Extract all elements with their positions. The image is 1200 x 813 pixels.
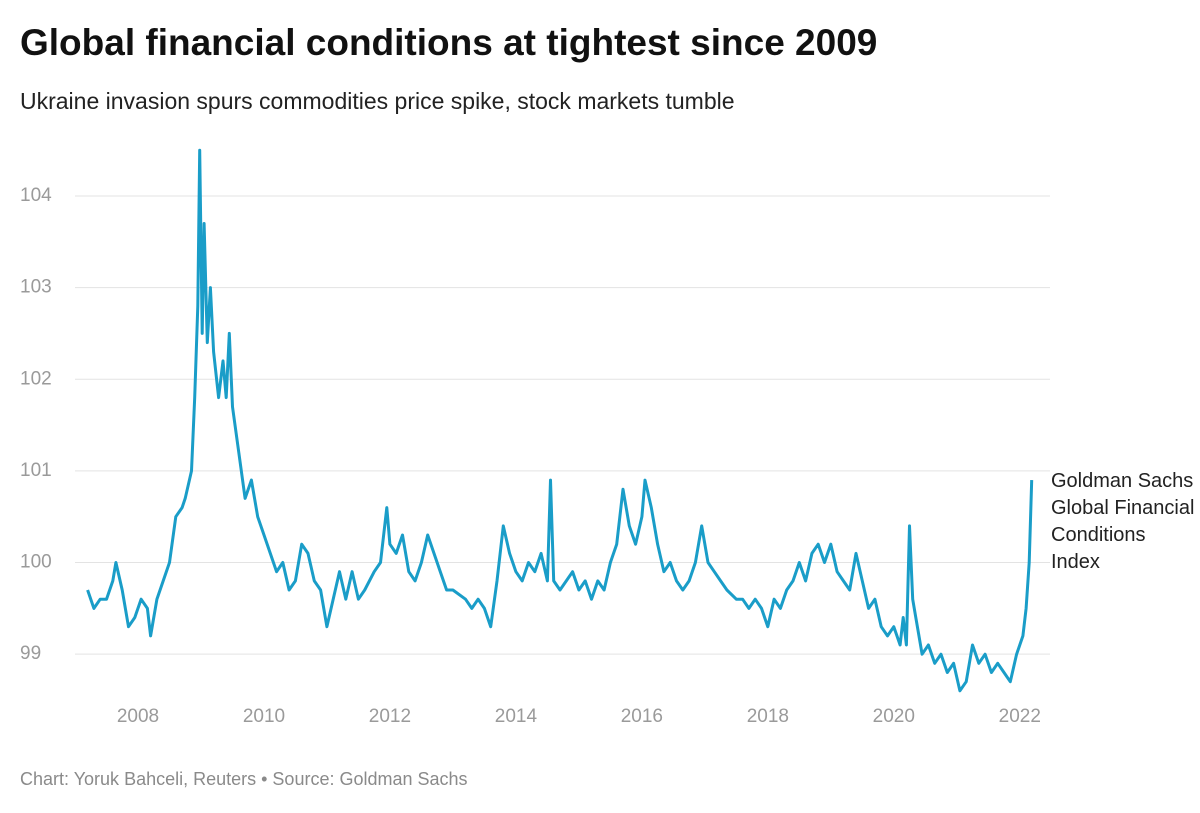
x-tick-label: 2014 — [495, 706, 538, 727]
x-tick-label: 2022 — [999, 706, 1041, 727]
data-line — [86, 148, 1034, 693]
y-tick-label: 104 — [20, 185, 52, 206]
chart-title: Global financial conditions at tightest … — [20, 22, 877, 63]
x-tick-label: 2008 — [117, 706, 159, 727]
x-tick-label: 2010 — [243, 706, 285, 727]
x-tick-label: 2020 — [873, 706, 915, 727]
y-tick-label: 100 — [20, 552, 52, 573]
x-tick-label: 2016 — [621, 706, 663, 727]
series-label: Goldman Sachs Global Financial Condition… — [1051, 470, 1195, 573]
y-tick-label: 101 — [20, 460, 52, 481]
chart-subtitle: Ukraine invasion spurs commodities price… — [20, 88, 735, 114]
x-tick-label: 2018 — [747, 706, 789, 727]
y-tick-label: 102 — [20, 368, 52, 389]
y-tick-label: 99 — [20, 643, 41, 664]
y-tick-label: 103 — [20, 277, 52, 298]
chart-footer: Chart: Yoruk Bahceli, Reuters • Source: … — [20, 769, 468, 789]
x-tick-label: 2012 — [369, 706, 411, 727]
